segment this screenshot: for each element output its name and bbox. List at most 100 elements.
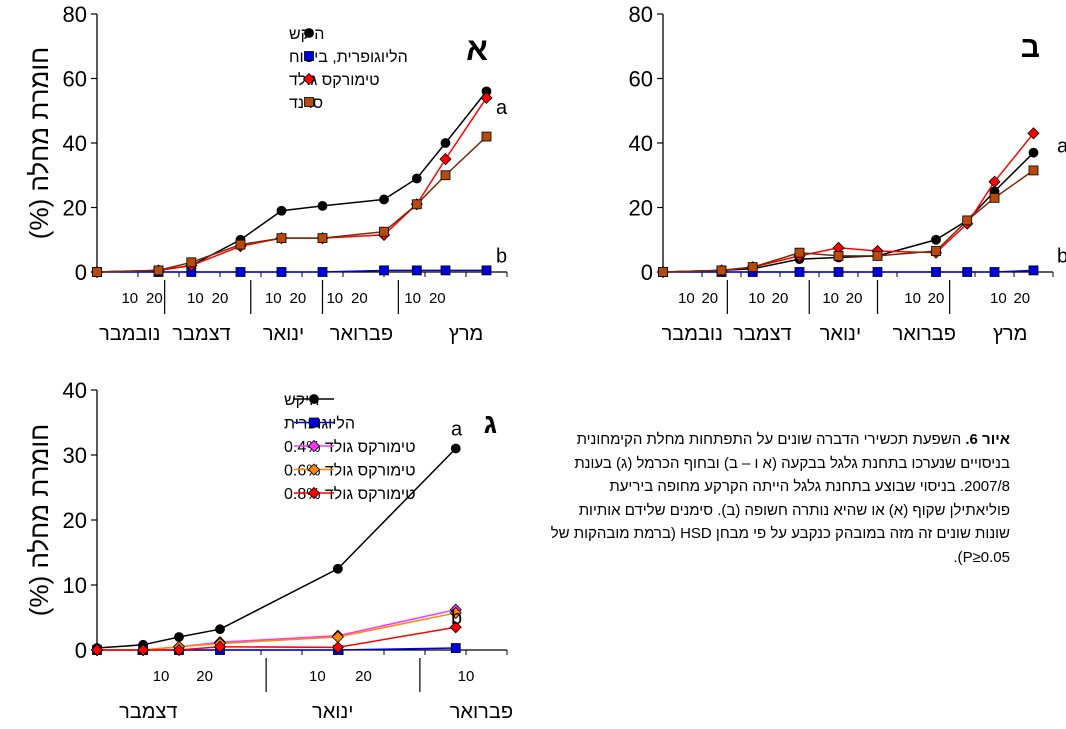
month-label: מרץ (993, 323, 1028, 345)
month-label: נובמבר (662, 323, 723, 345)
data-point (658, 267, 668, 277)
data-point (379, 265, 389, 276)
significance-letter: a (1057, 136, 1066, 158)
month-label: פברואר (450, 701, 513, 723)
caption-lead: איור 6. (965, 431, 1010, 448)
month-label: דצמבר (733, 323, 791, 345)
data-point (215, 624, 225, 635)
legend-marker (302, 72, 316, 86)
x-tick-label: 20 (429, 290, 446, 307)
x-tick-label: 20 (146, 290, 163, 307)
data-point (1028, 165, 1039, 176)
data-point (379, 226, 389, 237)
data-point (833, 267, 844, 277)
x-tick-label: 10 (309, 668, 326, 685)
y-tick-label: 40 (63, 378, 87, 403)
data-point (331, 641, 344, 654)
data-point (317, 267, 328, 277)
series-line (97, 608, 456, 651)
x-tick-label: 10 (121, 290, 138, 307)
data-point (276, 267, 287, 277)
data-point (440, 170, 451, 181)
x-tick-label: 10 (153, 668, 170, 685)
data-point (276, 205, 287, 216)
series-line (97, 626, 456, 651)
series-line (96, 136, 488, 273)
data-point (90, 643, 104, 657)
data-point (276, 233, 287, 244)
data-point (172, 643, 186, 657)
legend-marker (309, 394, 319, 404)
x-tick-label: 20 (290, 290, 307, 307)
x-tick-label: 10 (404, 290, 421, 307)
data-point (174, 632, 184, 642)
x-tick-label: 20 (701, 290, 718, 307)
y-tick-label: 0 (641, 260, 653, 285)
data-point (1028, 265, 1039, 276)
month-label: מרץ (449, 323, 484, 345)
data-point (962, 215, 973, 226)
data-point (92, 267, 102, 277)
month-label: דצמבר (119, 701, 177, 723)
y-tick-label: 10 (63, 573, 87, 598)
series-line (96, 447, 457, 649)
data-point (481, 131, 492, 142)
legend-marker (304, 97, 314, 107)
series-line (97, 269, 487, 273)
month-label: ינואר (820, 323, 861, 345)
figure-caption: איור 6. השפעת תכשירי הדברה שונים על התפת… (548, 428, 1010, 569)
data-point (440, 138, 451, 148)
x-tick-label: 10 (822, 290, 839, 307)
y-tick-label: 20 (629, 196, 653, 221)
legend-entry: טימורקס גולד (289, 71, 380, 89)
data-point (332, 563, 343, 574)
legend-marker (309, 417, 319, 428)
legend-entry: טימורקס גולד 0.6% (284, 462, 416, 480)
data-point (235, 267, 246, 277)
x-tick-label: 20 (351, 290, 368, 307)
data-point (450, 643, 461, 653)
data-point (411, 265, 422, 276)
month-label: ינואר (263, 323, 304, 345)
data-point (440, 265, 451, 276)
month-label: נובמבר (99, 323, 160, 345)
x-tick-label: 20 (772, 290, 789, 307)
legend-entry: טימורקס גולד 0.8% (284, 485, 416, 503)
x-tick-label: 20 (1013, 290, 1030, 307)
series-line (662, 169, 1034, 273)
series-line (663, 269, 1034, 273)
significance-letter: a (496, 97, 508, 119)
panel-label: ב (1021, 31, 1040, 64)
data-point (317, 233, 328, 244)
month-label: ינואר (312, 701, 353, 723)
month-label: פברואר (893, 323, 956, 345)
panel-label: ג (484, 408, 497, 439)
significance-letter: b (451, 607, 462, 629)
legend-entry: טימורקס גולד 0.4% (284, 438, 416, 456)
panel-label: א (466, 31, 488, 67)
x-tick-label: 20 (846, 290, 863, 307)
data-point (317, 200, 328, 211)
data-point (480, 91, 493, 104)
data-point (331, 630, 344, 644)
x-tick-label: 10 (326, 290, 343, 307)
x-tick-label: 20 (196, 668, 213, 685)
y-tick-label: 80 (63, 2, 87, 27)
y-tick-label: 80 (629, 2, 653, 27)
data-point (481, 265, 492, 276)
data-point (872, 267, 883, 277)
legend-marker (304, 28, 314, 38)
data-point (794, 247, 805, 258)
significance-letter: b (1057, 245, 1066, 267)
y-tick-label: 60 (629, 67, 653, 92)
series-line (662, 152, 1035, 273)
data-point (235, 239, 246, 250)
data-point (833, 250, 844, 261)
x-tick-label: 10 (678, 290, 695, 307)
data-point (186, 257, 197, 268)
x-tick-label: 10 (265, 290, 282, 307)
x-tick-label: 20 (355, 668, 372, 685)
data-point (411, 199, 422, 210)
data-point (962, 267, 973, 277)
